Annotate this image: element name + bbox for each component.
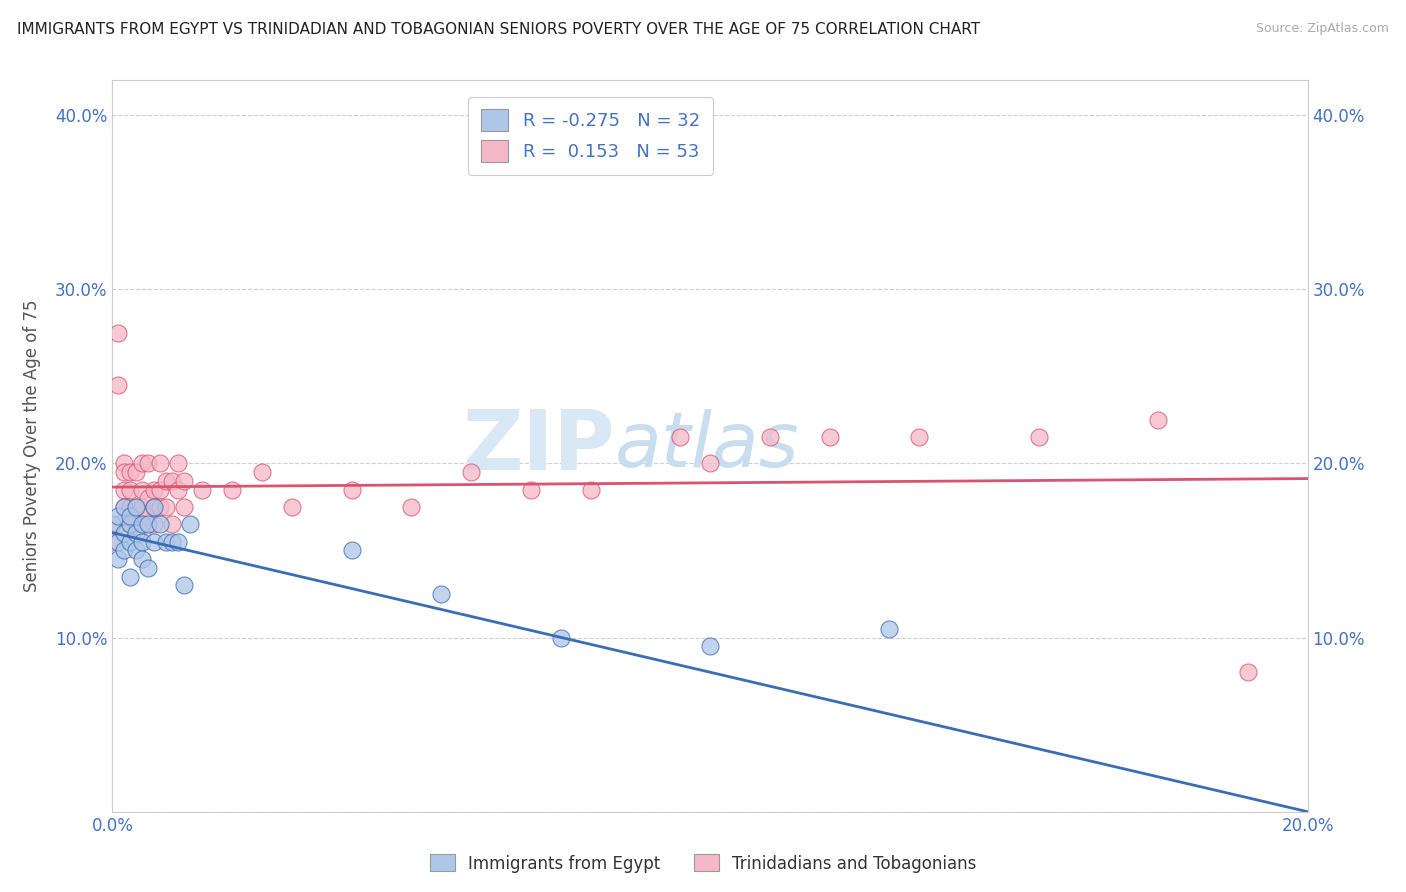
Point <box>131 534 153 549</box>
Point <box>155 474 177 488</box>
Point <box>114 457 135 471</box>
Point <box>669 430 692 444</box>
Point <box>101 517 124 532</box>
Text: ZIP: ZIP <box>463 406 614 486</box>
Point <box>131 483 153 497</box>
Point <box>125 465 148 479</box>
Point <box>107 378 129 392</box>
Point <box>699 457 721 471</box>
Point <box>250 465 273 479</box>
Text: atlas: atlas <box>614 409 799 483</box>
Point <box>107 517 129 532</box>
Point <box>221 483 243 497</box>
Point <box>138 517 160 532</box>
Point <box>107 552 129 566</box>
Point <box>120 483 142 497</box>
Point <box>131 457 153 471</box>
Point <box>131 526 153 541</box>
Point <box>125 500 148 514</box>
Point <box>173 578 195 592</box>
Point <box>107 508 129 523</box>
Point <box>114 526 135 541</box>
Point <box>143 500 166 514</box>
Point <box>281 500 304 514</box>
Point <box>155 534 177 549</box>
Point <box>167 483 190 497</box>
Point <box>138 491 160 506</box>
Point <box>879 622 901 636</box>
Y-axis label: Seniors Poverty Over the Age of 75: Seniors Poverty Over the Age of 75 <box>24 300 41 592</box>
Point <box>125 543 148 558</box>
Point <box>1028 430 1050 444</box>
Point <box>138 457 160 471</box>
Point <box>101 534 124 549</box>
Point <box>143 500 166 514</box>
Point <box>173 500 195 514</box>
Point <box>520 483 543 497</box>
Point <box>401 500 423 514</box>
Point <box>162 517 183 532</box>
Point <box>550 631 572 645</box>
Point <box>162 534 183 549</box>
Legend: Immigrants from Egypt, Trinidadians and Tobagonians: Immigrants from Egypt, Trinidadians and … <box>423 847 983 880</box>
Point <box>162 474 183 488</box>
Point <box>173 474 195 488</box>
Point <box>120 517 142 532</box>
Point <box>114 465 135 479</box>
Point <box>430 587 453 601</box>
Point <box>138 561 160 575</box>
Point <box>120 569 142 583</box>
Point <box>143 534 166 549</box>
Point <box>114 543 135 558</box>
Point <box>131 500 153 514</box>
Point <box>114 500 135 514</box>
Point <box>120 517 142 532</box>
Point <box>191 483 214 497</box>
Point <box>579 483 602 497</box>
Point <box>120 465 142 479</box>
Point <box>143 483 166 497</box>
Point <box>149 457 172 471</box>
Point <box>131 517 153 532</box>
Point <box>125 526 148 541</box>
Point <box>120 500 142 514</box>
Point <box>131 552 153 566</box>
Point <box>107 534 129 549</box>
Text: Source: ZipAtlas.com: Source: ZipAtlas.com <box>1256 22 1389 36</box>
Point <box>149 517 172 532</box>
Point <box>167 457 190 471</box>
Point <box>114 483 135 497</box>
Point <box>125 517 148 532</box>
Legend: R = -0.275   N = 32, R =  0.153   N = 53: R = -0.275 N = 32, R = 0.153 N = 53 <box>468 96 713 175</box>
Point <box>699 640 721 654</box>
Point <box>114 500 135 514</box>
Point <box>460 465 482 479</box>
Point <box>1147 413 1170 427</box>
Point <box>759 430 782 444</box>
Point <box>138 508 160 523</box>
Point <box>179 517 201 532</box>
Point <box>143 517 166 532</box>
Point <box>125 500 148 514</box>
Point <box>908 430 931 444</box>
Point <box>120 534 142 549</box>
Point <box>155 500 177 514</box>
Point <box>149 483 172 497</box>
Point <box>1237 665 1260 680</box>
Point <box>340 543 363 558</box>
Text: IMMIGRANTS FROM EGYPT VS TRINIDADIAN AND TOBAGONIAN SENIORS POVERTY OVER THE AGE: IMMIGRANTS FROM EGYPT VS TRINIDADIAN AND… <box>17 22 980 37</box>
Point <box>818 430 841 444</box>
Point <box>149 500 172 514</box>
Point <box>167 534 190 549</box>
Point <box>340 483 363 497</box>
Point <box>120 508 142 523</box>
Point <box>107 326 129 340</box>
